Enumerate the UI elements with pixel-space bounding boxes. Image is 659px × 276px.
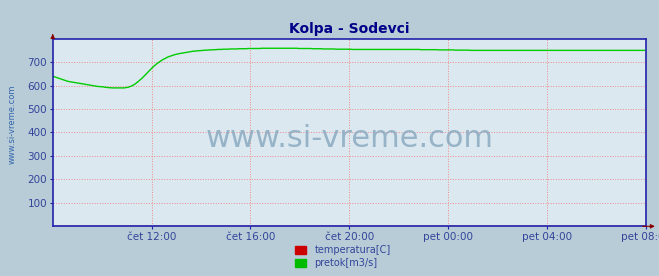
Text: www.si-vreme.com: www.si-vreme.com bbox=[8, 84, 17, 164]
Legend: temperatura[C], pretok[m3/s]: temperatura[C], pretok[m3/s] bbox=[295, 245, 391, 268]
Title: Kolpa - Sodevci: Kolpa - Sodevci bbox=[289, 22, 409, 36]
Text: www.si-vreme.com: www.si-vreme.com bbox=[205, 124, 494, 153]
